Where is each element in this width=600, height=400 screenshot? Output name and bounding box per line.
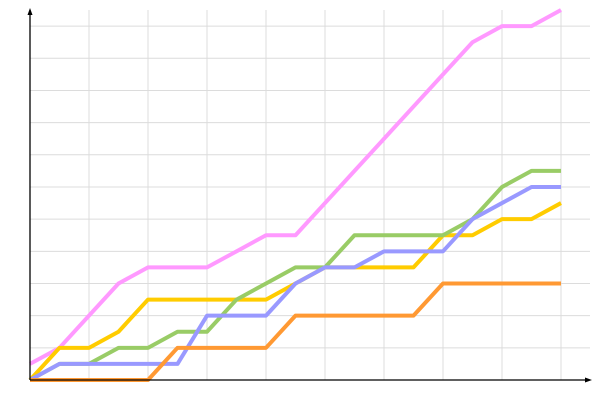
series-group (28, 8, 562, 382)
series-line-3 (29, 168, 561, 382)
series-line-1 (29, 8, 562, 366)
grid (30, 10, 590, 380)
axes (27, 8, 592, 383)
series-line-4 (29, 184, 561, 382)
x-axis-arrow-icon (585, 377, 592, 383)
y-axis-arrow-icon (27, 8, 33, 15)
